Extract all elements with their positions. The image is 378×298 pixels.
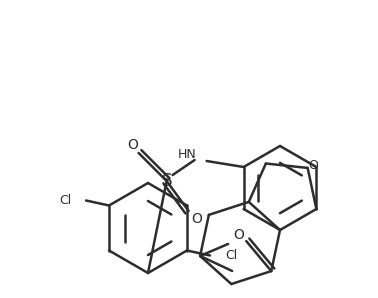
Text: HN: HN	[178, 148, 197, 162]
Text: Cl: Cl	[59, 194, 71, 207]
Text: O: O	[233, 228, 244, 242]
Text: O: O	[309, 159, 319, 173]
Text: O: O	[127, 138, 138, 152]
Text: O: O	[191, 212, 202, 226]
Text: S: S	[161, 172, 172, 190]
Text: Cl: Cl	[225, 249, 237, 262]
